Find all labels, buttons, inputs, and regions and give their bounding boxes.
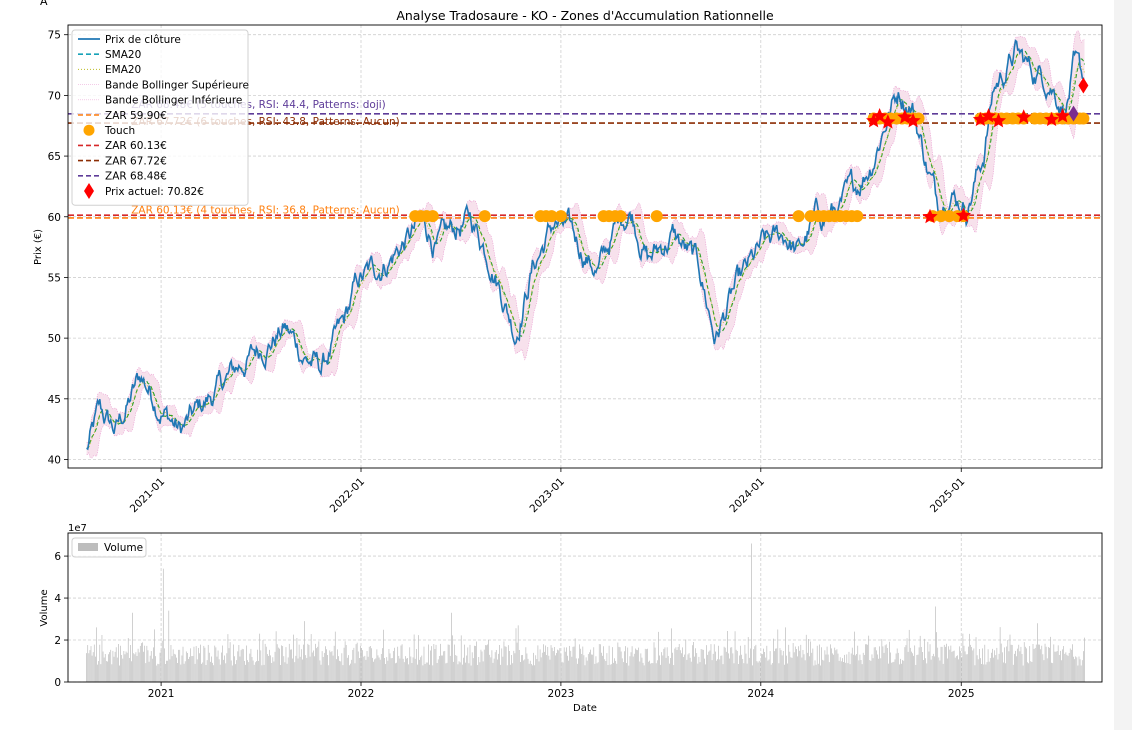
volume-x-axis-label: Date [573,703,597,714]
price-ytick-label: 75 [48,30,61,42]
star-marker [955,207,971,222]
touch-marker [934,210,947,223]
volume-chart: 0 2 4 6 2021 2022 2023 2024 2025 Volume 1e7 Volu… [39,523,1103,714]
price-xtick-label: 2023-01 [528,476,568,516]
price-ytick-label: 45 [48,394,61,406]
star-marker [872,108,888,123]
volume-xtick-label: 2023 [548,688,575,700]
legend-label: ZAR 67.72€ [105,155,167,167]
price-ytick-label: 65 [48,151,61,163]
legend-label: ZAR 59.90€ [105,110,167,122]
price-legend: Prix de clôture SMA20 EMA20 Bande Bollinger… [71,29,249,206]
corner-label: A [40,0,48,8]
legend-label: Bande Bollinger Supérieure [105,79,249,91]
touch-marker [545,210,558,223]
star-marker [972,111,988,127]
price-ytick-label: 60 [48,212,61,224]
figure: A Analyse Tradosaure - KO - Zones d'Accu… [33,0,1103,714]
legend-swatch [84,183,94,199]
touch-marker [478,210,491,223]
legend-label: Bande Bollinger Inférieure [105,95,242,107]
price-chart: Analyse Tradosaure - KO - Zones d'Accumu… [33,8,1103,516]
star-marker [1044,111,1060,127]
star-marker [1016,109,1032,124]
pattern-marker [1068,105,1079,122]
legend-box [71,29,249,206]
volume-legend-label: Volume [104,542,143,554]
price-ytick-label: 40 [48,455,61,467]
touch-marker [851,210,864,223]
star-marker [880,114,896,129]
price-ytick-label: 55 [48,272,61,284]
current-price-marker [1078,77,1089,94]
touch-marker [943,210,956,223]
price-xtick-label: 2024-01 [727,476,767,516]
touch-marker [650,210,663,223]
volume-gridlines [68,533,1102,683]
legend-label: ZAR 60.13€ [105,140,167,152]
touch-marker [554,210,567,223]
volume-xtick-label: 2021 [148,688,175,700]
star-marker [990,112,1007,128]
price-plot-frame [67,24,1103,469]
volume-ytick-label: 4 [54,593,61,605]
touch-marker [426,210,439,223]
touch-marker [792,210,805,223]
annotation-zar-60: ZAR 60.13€ (4 touches, RSI: 36.8, Patter… [131,205,400,217]
legend-label: Touch [104,125,135,137]
close-price-line [86,39,1086,451]
volume-bars [86,543,1085,682]
star-markers [866,77,1089,224]
star-marker [866,112,882,128]
volume-scale-label: 1e7 [68,523,87,534]
volume-axes: 0 2 4 6 2021 2022 2023 2024 2025 [54,532,1103,700]
volume-ytick-label: 2 [54,635,61,647]
touch-marker [1077,112,1090,125]
legend-label: Prix de clôture [105,34,181,46]
volume-xtick-label: 2025 [948,688,975,700]
volume-legend-swatch [78,543,98,551]
bollinger-band-fill [86,30,1085,458]
star-marker [1055,108,1071,123]
chart-title: Analyse Tradosaure - KO - Zones d'Accumu… [396,8,774,23]
volume-y-axis-label: Volume [39,589,50,626]
window-edge-strip [1114,0,1132,730]
legend-swatch [83,124,95,136]
volume-plot-frame [67,532,1103,683]
price-xtick-label: 2021-01 [128,476,168,516]
volume-legend-box [71,537,147,558]
volume-ytick-label: 6 [54,551,61,563]
price-xtick-label: 2022-01 [328,476,368,516]
touch-marker [614,210,627,223]
volume-ytick-label: 0 [54,677,61,689]
volume-legend: Volume [71,537,147,558]
price-y-axis-label: Prix (€) [33,229,44,265]
legend-label: Prix actuel: 70.82€ [105,186,204,198]
star-marker [922,208,938,224]
legend-label: SMA20 [105,49,141,61]
price-ytick-label: 50 [48,333,61,345]
bollinger-upper-band [86,30,1085,443]
price-ytick-label: 70 [48,90,61,102]
volume-xtick-label: 2024 [747,688,774,700]
price-xtick-label: 2025-01 [928,476,968,516]
volume-xtick-label: 2022 [348,688,375,700]
legend-label: ZAR 68.48€ [105,171,167,183]
legend-label: EMA20 [105,64,141,76]
star-marker [905,112,921,128]
